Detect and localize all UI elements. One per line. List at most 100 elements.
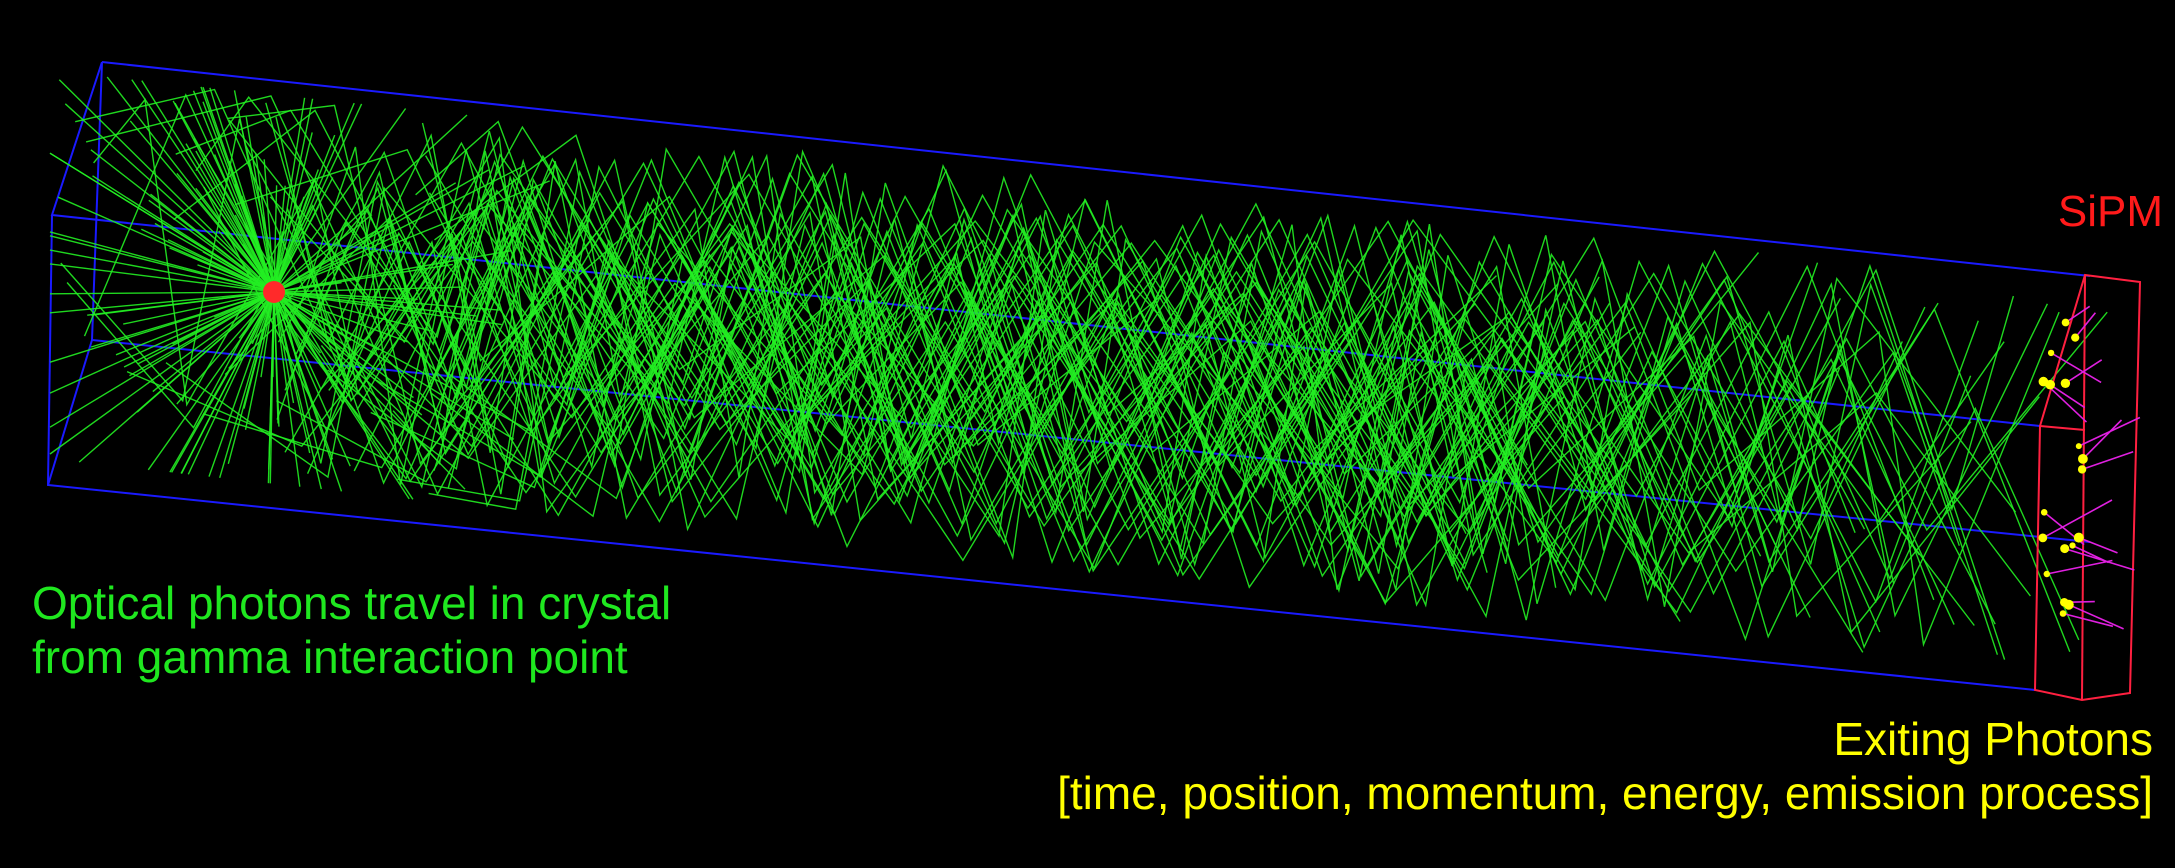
exiting-photon-track — [2064, 547, 2135, 571]
exiting-photon-track — [2062, 612, 2114, 628]
photon-path — [383, 149, 1842, 578]
photon-ray — [273, 182, 457, 293]
exit-points — [2038, 318, 2088, 617]
photon-ray — [123, 291, 275, 325]
exiting-photon-track — [2049, 384, 2086, 409]
exiting-photon-track — [2065, 305, 2091, 324]
photon-ray — [273, 108, 407, 293]
photon-ray — [208, 291, 275, 477]
exiting-photon-track — [2072, 544, 2109, 564]
photon-ray — [49, 291, 275, 363]
exit-point — [2038, 376, 2049, 387]
sipm-label: SiPM — [2057, 187, 2163, 236]
exiting-photon-track — [2046, 559, 2113, 575]
photon-ray — [115, 291, 275, 356]
photon-path — [353, 173, 1693, 582]
photon-ray — [49, 291, 275, 295]
photon-ray — [92, 175, 275, 293]
photon-path — [93, 98, 1681, 622]
photon-ray — [49, 249, 275, 293]
exit-point — [2060, 378, 2071, 388]
photon-ray — [180, 291, 275, 474]
photon-ray — [49, 291, 275, 314]
exit-point — [2060, 544, 2070, 554]
photon-path — [265, 102, 2040, 634]
photon-path — [276, 223, 1642, 521]
exiting-caption-line-1: Exiting Photons — [1833, 713, 2153, 765]
photon-ray — [78, 291, 275, 463]
photon-ray — [49, 291, 275, 394]
photon-ray — [49, 231, 275, 293]
exit-point — [2071, 333, 2080, 342]
optical-caption-line-2: from gamma interaction point — [32, 631, 628, 684]
photon-ray — [154, 222, 275, 293]
exiting-photon-track — [2042, 499, 2113, 539]
photon-ray — [147, 291, 275, 471]
photon-path — [165, 186, 1955, 625]
photon-path — [447, 180, 1559, 527]
exiting-photon-track — [2074, 312, 2097, 339]
sipm-frame — [2033, 273, 2142, 702]
optical-photon-tracks — [49, 76, 2108, 660]
photon-ray — [87, 291, 275, 316]
photon-ray — [129, 291, 275, 377]
photon-ray — [49, 291, 275, 428]
photon-ray — [273, 291, 322, 490]
photon-ray — [64, 103, 275, 293]
photon-ray — [49, 263, 275, 293]
exit-point — [2043, 570, 2050, 578]
photon-ray — [187, 291, 275, 475]
photon-ray — [106, 76, 275, 293]
photon-path — [326, 244, 1960, 583]
exiting-photon-track — [2050, 352, 2102, 384]
photon-path — [277, 150, 1935, 601]
photon-path — [66, 158, 2071, 653]
photon-ray — [137, 291, 275, 365]
exit-point — [2059, 610, 2067, 617]
exit-point — [2069, 542, 2076, 549]
photon-ray — [195, 150, 275, 293]
photon-ray — [219, 291, 275, 478]
exit-point — [2038, 533, 2048, 543]
exiting-photon-track — [2068, 603, 2124, 630]
photon-ray — [176, 291, 275, 405]
photon-path — [195, 96, 1979, 608]
exiting-photon-track — [2078, 536, 2118, 554]
optical-caption-line-1: Optical photons travel in crystal — [32, 577, 672, 629]
photon-ray — [152, 291, 275, 393]
photon-path — [269, 196, 1488, 573]
exiting-photon-track — [2081, 451, 2134, 471]
exit-point — [2075, 443, 2082, 450]
photon-ray — [227, 291, 275, 464]
photon-ray — [49, 291, 275, 455]
photon-path — [372, 197, 1926, 639]
exit-point — [2077, 465, 2087, 474]
exit-point — [2073, 532, 2084, 543]
photon-path — [397, 162, 1762, 557]
photon-path — [433, 184, 1864, 653]
gamma-interaction-point — [263, 281, 285, 303]
photon-path — [428, 158, 2060, 648]
photon-ray — [170, 291, 275, 473]
exit-point — [2063, 599, 2074, 610]
photon-ray — [185, 143, 275, 293]
exiting-photons-caption: Exiting Photons [time, position, momentu… — [1057, 712, 2153, 821]
exiting-photon-track — [2082, 419, 2123, 460]
exiting-photon-tracks — [2042, 305, 2141, 630]
photon-ray — [273, 291, 295, 404]
exit-point — [2040, 509, 2048, 516]
photon-ray — [273, 291, 303, 372]
optical-photons-caption: Optical photons travel in crystal from g… — [32, 576, 671, 685]
photon-ray — [273, 291, 418, 300]
photon-path — [193, 137, 1920, 594]
exit-point — [2078, 454, 2088, 464]
photon-path — [203, 135, 1856, 549]
exiting-caption-line-2: [time, position, momentum, energy, emiss… — [1057, 767, 2153, 820]
photon-path — [320, 149, 1655, 548]
exit-point — [2061, 318, 2070, 327]
exiting-photon-track — [2078, 416, 2141, 447]
photon-ray — [141, 80, 275, 293]
photon-ray — [273, 180, 314, 293]
photon-path — [218, 154, 2049, 618]
